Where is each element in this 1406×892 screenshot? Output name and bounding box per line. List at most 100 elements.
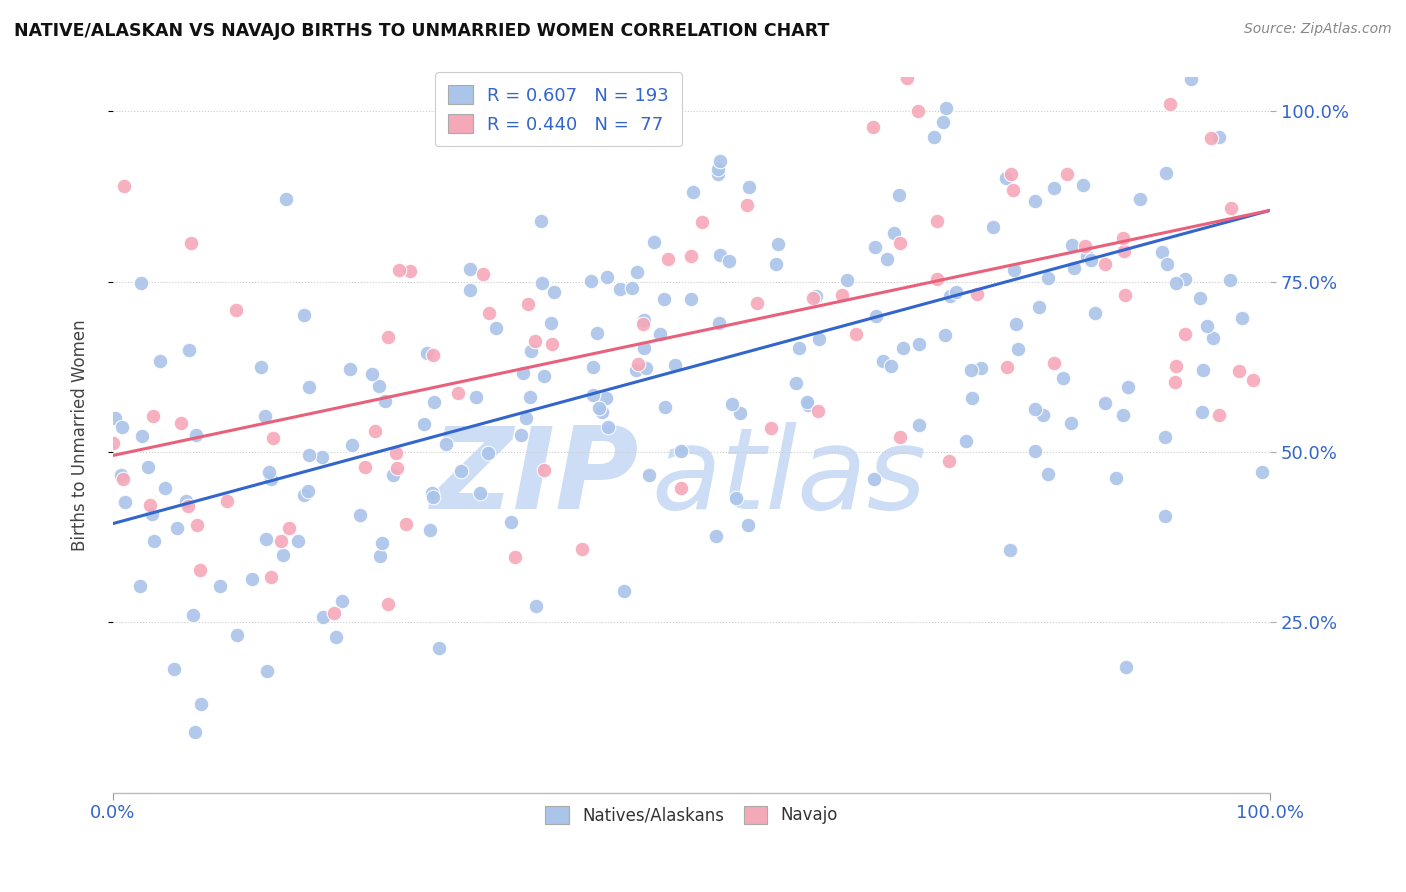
Point — [1000, 167, 1022, 181]
Point — [253, 409, 276, 424]
Point — [1188, 291, 1211, 305]
Point — [876, 252, 898, 266]
Point — [512, 366, 534, 380]
Point — [761, 421, 783, 435]
Point — [801, 292, 824, 306]
Y-axis label: Births to Unmarried Women: Births to Unmarried Women — [72, 319, 89, 551]
Point — [190, 563, 212, 577]
Point — [1166, 276, 1188, 290]
Point — [419, 523, 441, 537]
Point — [648, 326, 671, 341]
Point — [1233, 27, 1256, 41]
Point — [1063, 260, 1085, 275]
Point — [114, 495, 136, 509]
Point — [225, 628, 247, 642]
Point — [737, 518, 759, 533]
Point — [422, 395, 444, 409]
Point — [112, 178, 135, 193]
Point — [136, 459, 159, 474]
Point — [541, 336, 564, 351]
Point — [377, 597, 399, 611]
Point — [1024, 194, 1046, 209]
Point — [270, 534, 292, 549]
Point — [256, 665, 278, 679]
Point — [1164, 375, 1187, 389]
Point — [1094, 395, 1116, 409]
Point — [184, 725, 207, 739]
Point — [806, 289, 828, 303]
Point — [1074, 238, 1097, 252]
Point — [970, 360, 993, 375]
Point — [1180, 72, 1202, 87]
Point — [510, 428, 533, 442]
Point — [925, 272, 948, 286]
Point — [889, 430, 911, 444]
Point — [880, 359, 903, 373]
Point — [381, 468, 404, 483]
Point — [277, 521, 299, 535]
Point — [893, 341, 915, 355]
Point — [385, 446, 408, 460]
Point — [797, 398, 820, 412]
Point — [633, 341, 655, 355]
Point — [163, 663, 186, 677]
Point — [368, 549, 391, 563]
Point — [1154, 165, 1177, 179]
Point — [907, 104, 929, 119]
Point — [981, 220, 1004, 235]
Point — [1104, 471, 1126, 485]
Point — [787, 341, 810, 355]
Point — [932, 115, 955, 129]
Point — [721, 397, 744, 411]
Point — [530, 277, 553, 291]
Point — [1115, 660, 1137, 674]
Point — [524, 334, 547, 348]
Point — [595, 391, 617, 405]
Point — [477, 446, 499, 460]
Point — [613, 584, 636, 599]
Point — [520, 344, 543, 359]
Point — [294, 488, 316, 502]
Point — [939, 289, 962, 303]
Point — [1002, 183, 1025, 197]
Point — [103, 411, 125, 425]
Point — [385, 461, 408, 475]
Point — [768, 237, 790, 252]
Point — [368, 379, 391, 393]
Point — [1174, 272, 1197, 286]
Point — [186, 428, 208, 442]
Point — [582, 388, 605, 402]
Point — [1195, 319, 1218, 334]
Point — [1112, 408, 1135, 422]
Point — [354, 460, 377, 475]
Point — [297, 483, 319, 498]
Point — [169, 417, 191, 431]
Point — [692, 215, 714, 229]
Point — [582, 360, 605, 375]
Point — [186, 518, 208, 533]
Point — [896, 70, 918, 85]
Point — [938, 454, 960, 468]
Point — [271, 549, 294, 563]
Point — [995, 360, 1018, 375]
Point — [657, 252, 679, 266]
Point — [1116, 379, 1139, 393]
Point — [540, 317, 562, 331]
Point — [934, 327, 956, 342]
Point — [262, 431, 284, 445]
Point — [637, 468, 659, 483]
Point — [682, 186, 704, 200]
Point — [1094, 257, 1116, 271]
Point — [704, 529, 727, 543]
Point — [377, 330, 399, 344]
Point — [1042, 356, 1064, 370]
Point — [503, 550, 526, 565]
Point — [330, 594, 353, 608]
Point — [325, 630, 347, 644]
Point — [139, 498, 162, 512]
Point — [190, 697, 212, 711]
Point — [634, 361, 657, 376]
Point — [588, 401, 610, 415]
Point — [785, 376, 807, 390]
Point — [149, 354, 172, 368]
